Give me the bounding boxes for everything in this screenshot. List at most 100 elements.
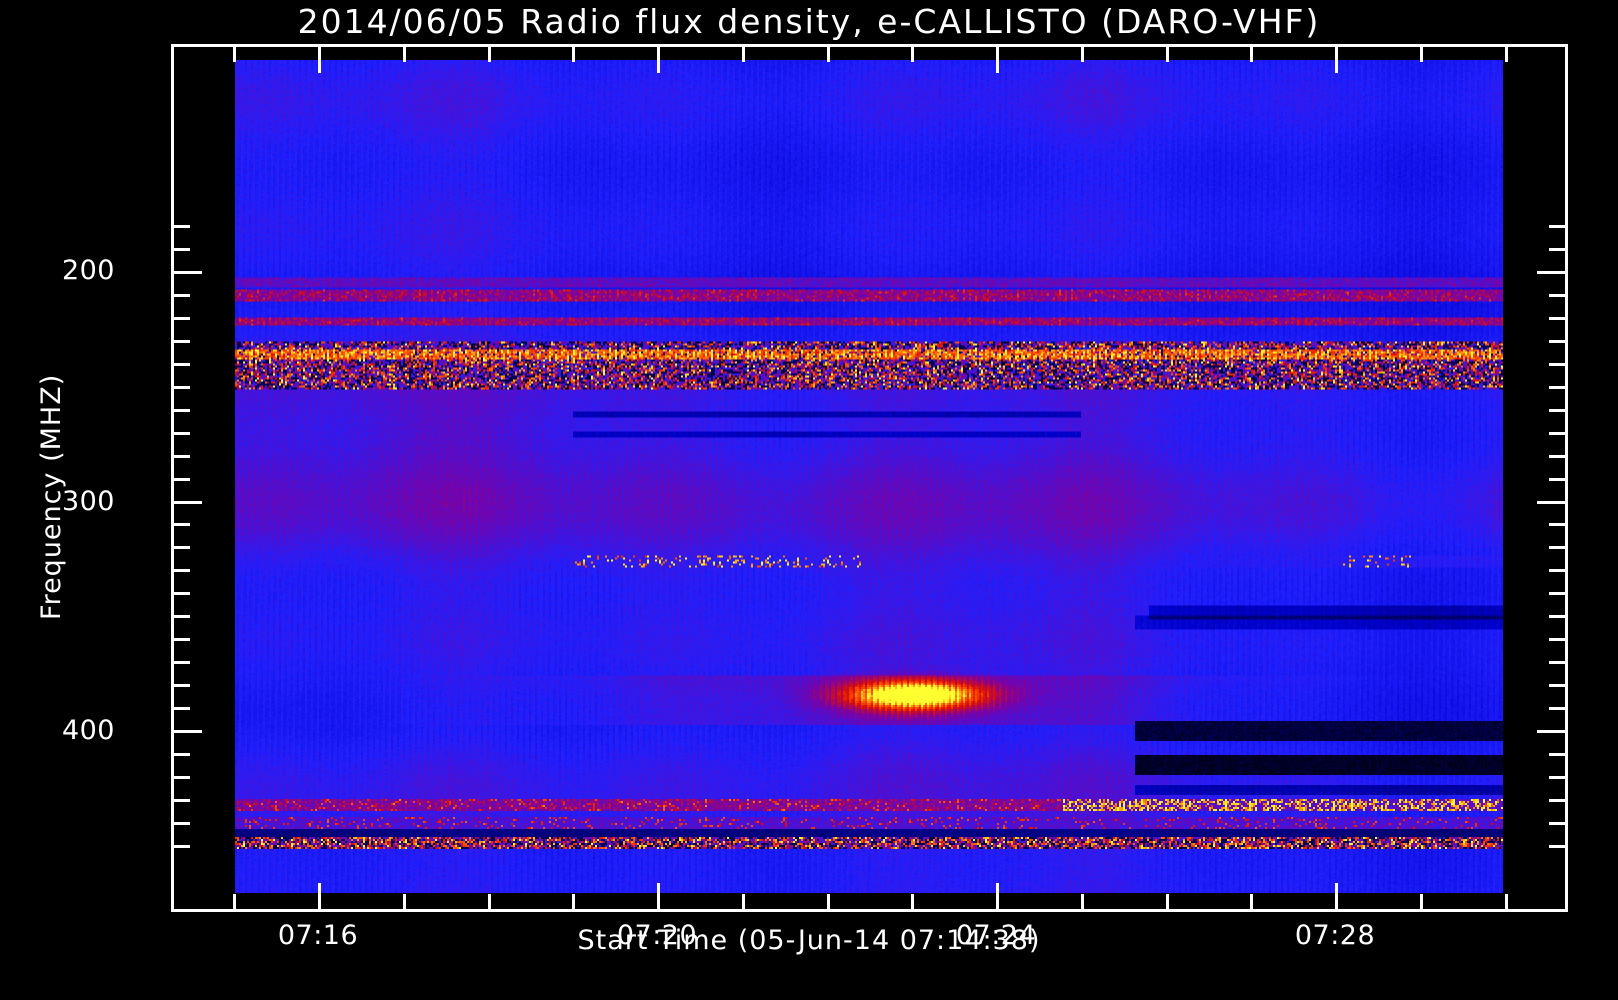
y-tick-right-330 bbox=[1549, 569, 1565, 572]
y-tick-label-300: 300 bbox=[61, 486, 115, 517]
x-tick-top-21 bbox=[742, 47, 745, 62]
y-tick-330 bbox=[174, 569, 190, 572]
y-tick-340 bbox=[174, 592, 190, 595]
y-tick-310 bbox=[174, 523, 190, 526]
x-axis-label: Start Time (05-Jun-14 07:14:38) bbox=[577, 925, 1041, 956]
y-tick-right-200 bbox=[1537, 271, 1565, 274]
x-tick-21 bbox=[742, 894, 745, 909]
x-tick-20 bbox=[657, 883, 660, 909]
x-tick-label-0720: 07:20 bbox=[616, 920, 698, 951]
y-tick-right-240 bbox=[1549, 363, 1565, 366]
spectrogram-image bbox=[235, 60, 1503, 893]
y-tick-180 bbox=[174, 225, 190, 228]
x-tick-top-27 bbox=[1250, 47, 1253, 62]
y-tick-right-380 bbox=[1549, 684, 1565, 687]
y-tick-300 bbox=[174, 501, 202, 504]
x-tick-top-18 bbox=[488, 47, 491, 62]
y-tick-right-340 bbox=[1549, 592, 1565, 595]
x-tick-22 bbox=[827, 894, 830, 909]
y-tick-350 bbox=[174, 615, 190, 618]
y-tick-right-320 bbox=[1549, 546, 1565, 549]
y-tick-right-220 bbox=[1549, 317, 1565, 320]
y-tick-260 bbox=[174, 409, 190, 412]
y-tick-right-290 bbox=[1549, 478, 1565, 481]
y-tick-right-390 bbox=[1549, 707, 1565, 710]
y-tick-210 bbox=[174, 294, 190, 297]
y-tick-right-430 bbox=[1549, 799, 1565, 802]
y-tick-270 bbox=[174, 432, 190, 435]
y-tick-220 bbox=[174, 317, 190, 320]
y-tick-right-190 bbox=[1549, 248, 1565, 251]
x-tick-28 bbox=[1335, 883, 1338, 909]
x-tick-top-26 bbox=[1166, 47, 1169, 62]
y-tick-label-400: 400 bbox=[61, 715, 115, 746]
y-tick-right-270 bbox=[1549, 432, 1565, 435]
y-tick-430 bbox=[174, 799, 190, 802]
y-tick-right-180 bbox=[1549, 225, 1565, 228]
y-tick-240 bbox=[174, 363, 190, 366]
x-tick-label-0724: 07:24 bbox=[955, 920, 1037, 951]
y-tick-right-370 bbox=[1549, 661, 1565, 664]
x-tick-top-23 bbox=[911, 47, 914, 62]
y-tick-290 bbox=[174, 478, 190, 481]
x-tick-19 bbox=[572, 894, 575, 909]
x-tick-top-22 bbox=[827, 47, 830, 62]
y-tick-320 bbox=[174, 546, 190, 549]
y-tick-right-420 bbox=[1549, 776, 1565, 779]
x-tick-24 bbox=[996, 883, 999, 909]
y-tick-450 bbox=[174, 845, 190, 848]
y-tick-right-360 bbox=[1549, 638, 1565, 641]
y-tick-right-350 bbox=[1549, 615, 1565, 618]
plot-frame bbox=[171, 44, 1568, 912]
x-tick-17 bbox=[403, 894, 406, 909]
x-tick-26 bbox=[1166, 894, 1169, 909]
y-tick-370 bbox=[174, 661, 190, 664]
y-tick-280 bbox=[174, 455, 190, 458]
x-tick-label-0716: 07:16 bbox=[277, 920, 359, 951]
x-tick-top-25 bbox=[1081, 47, 1084, 62]
x-tick-top-17 bbox=[403, 47, 406, 62]
figure-title: 2014/06/05 Radio flux density, e-CALLIST… bbox=[297, 2, 1321, 41]
y-tick-250 bbox=[174, 386, 190, 389]
y-tick-right-250 bbox=[1549, 386, 1565, 389]
y-tick-190 bbox=[174, 248, 190, 251]
x-tick-16 bbox=[318, 883, 321, 909]
x-tick-15 bbox=[233, 894, 236, 909]
y-tick-440 bbox=[174, 822, 190, 825]
y-tick-410 bbox=[174, 753, 190, 756]
y-tick-360 bbox=[174, 638, 190, 641]
x-tick-25 bbox=[1081, 894, 1084, 909]
spectrogram-canvas bbox=[235, 60, 1503, 893]
x-tick-label-0728: 07:28 bbox=[1294, 920, 1376, 951]
y-tick-right-450 bbox=[1549, 845, 1565, 848]
y-tick-right-210 bbox=[1549, 294, 1565, 297]
y-tick-right-440 bbox=[1549, 822, 1565, 825]
x-tick-30 bbox=[1505, 894, 1508, 909]
y-tick-right-310 bbox=[1549, 523, 1565, 526]
x-tick-29 bbox=[1420, 894, 1423, 909]
y-tick-label-200: 200 bbox=[61, 255, 115, 286]
y-tick-380 bbox=[174, 684, 190, 687]
x-tick-18 bbox=[488, 894, 491, 909]
y-tick-right-300 bbox=[1537, 501, 1565, 504]
x-tick-top-20 bbox=[657, 47, 660, 73]
x-tick-top-28 bbox=[1335, 47, 1338, 73]
y-tick-right-400 bbox=[1537, 730, 1565, 733]
y-tick-right-230 bbox=[1549, 340, 1565, 343]
y-tick-390 bbox=[174, 707, 190, 710]
x-tick-top-16 bbox=[318, 47, 321, 73]
x-tick-top-15 bbox=[233, 47, 236, 62]
y-tick-200 bbox=[174, 271, 202, 274]
y-tick-420 bbox=[174, 776, 190, 779]
y-tick-400 bbox=[174, 730, 202, 733]
x-tick-top-24 bbox=[996, 47, 999, 73]
y-tick-right-260 bbox=[1549, 409, 1565, 412]
y-tick-230 bbox=[174, 340, 190, 343]
x-tick-top-19 bbox=[572, 47, 575, 62]
x-tick-top-30 bbox=[1505, 47, 1508, 62]
x-tick-top-29 bbox=[1420, 47, 1423, 62]
x-tick-27 bbox=[1250, 894, 1253, 909]
x-tick-23 bbox=[911, 894, 914, 909]
y-tick-right-410 bbox=[1549, 753, 1565, 756]
